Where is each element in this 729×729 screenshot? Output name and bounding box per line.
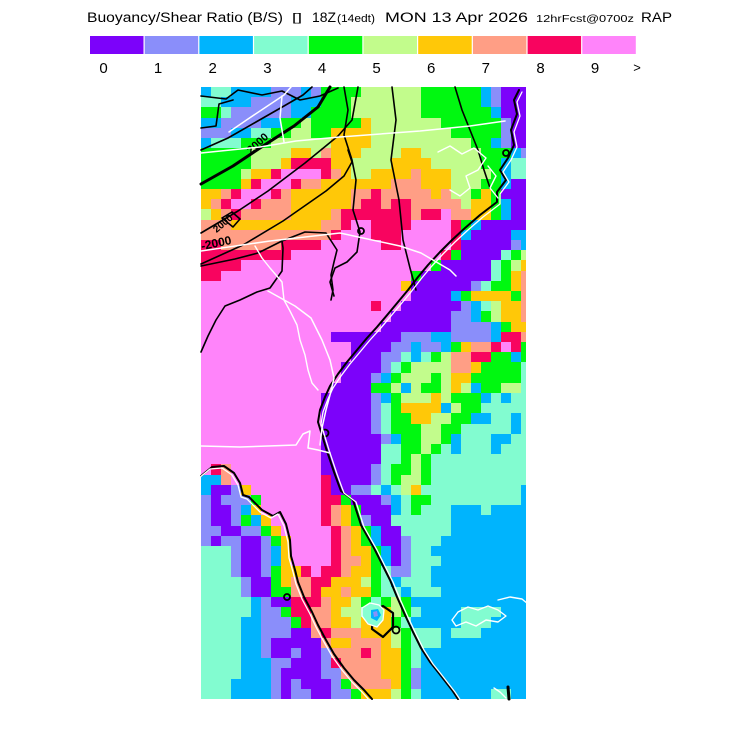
svg-text:7: 7 <box>482 60 490 77</box>
svg-text:[]: [] <box>292 12 302 24</box>
svg-text:3: 3 <box>263 60 271 77</box>
svg-text:12hrFcst@0700z: 12hrFcst@0700z <box>536 14 634 25</box>
svg-text:(14edt): (14edt) <box>337 13 375 25</box>
svg-text:8: 8 <box>536 60 544 77</box>
svg-text:>: > <box>633 60 641 75</box>
svg-text:18Z: 18Z <box>312 10 336 25</box>
svg-text:RAP: RAP <box>641 10 672 25</box>
svg-text:Buoyancy/Shear Ratio (B/S): Buoyancy/Shear Ratio (B/S) <box>87 10 283 25</box>
svg-text:1: 1 <box>154 60 162 77</box>
svg-text:0: 0 <box>99 60 107 77</box>
svg-text:MON 13 Apr 2026: MON 13 Apr 2026 <box>385 10 528 25</box>
svg-text:4: 4 <box>318 60 326 77</box>
svg-text:9: 9 <box>591 60 599 77</box>
svg-text:5: 5 <box>372 60 380 77</box>
svg-text:2: 2 <box>209 60 217 77</box>
svg-text:6: 6 <box>427 60 435 77</box>
